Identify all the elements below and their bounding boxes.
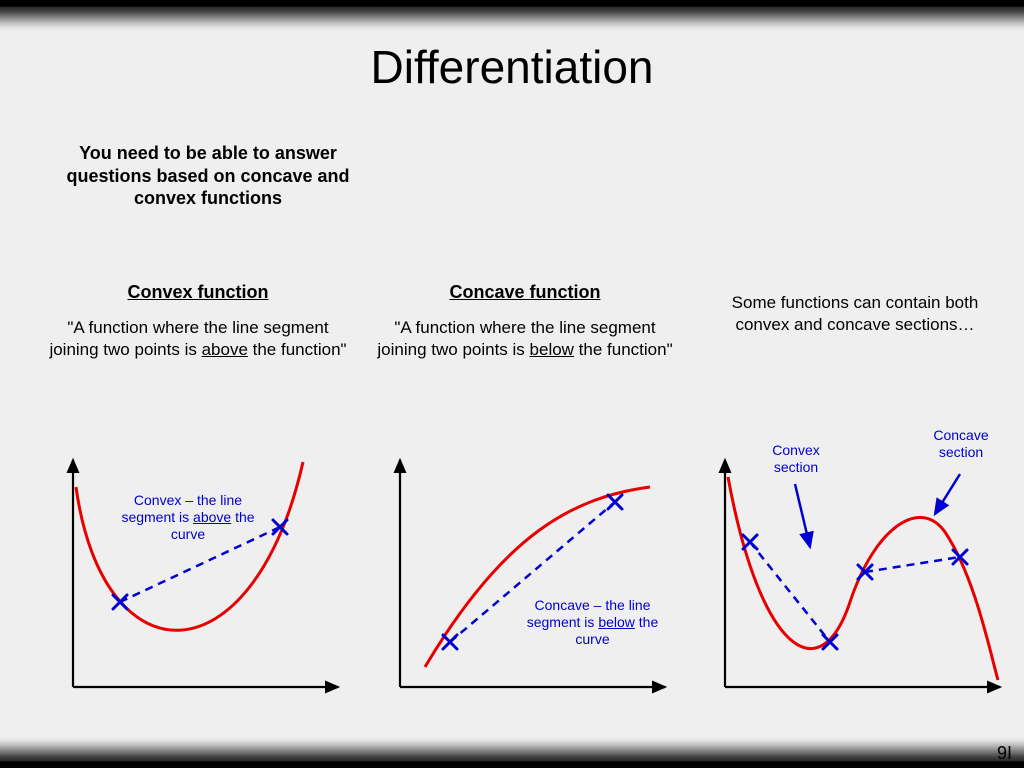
concave-def-underline: below [530,340,574,359]
pointer-arrow [795,484,810,547]
slide-border-bottom [0,736,1024,768]
mixed-label-concave: Concave section [925,427,997,461]
slide-body: Differentiation You need to be able to a… [0,32,1024,736]
chord-segment [750,542,830,642]
convex-annotation: Convex – the line segment is above the c… [118,492,258,542]
convex-heading: Convex function [48,282,348,303]
mixed-curve [728,477,998,680]
concave-heading: Concave function [375,282,675,303]
concave-annotation: Concave – the line segment is below the … [520,597,665,647]
column-convex: Convex function "A function where the li… [48,282,348,361]
chord-segment [865,557,960,572]
concave-annot-u: below [598,614,635,630]
convex-definition: "A function where the line segment joini… [48,317,348,361]
marker-x [743,535,757,549]
column-mixed: Some functions can contain both convex a… [710,282,1000,336]
marker-x [608,495,622,509]
slide-border-top [0,0,1024,32]
intro-text: You need to be able to answer questions … [38,142,378,210]
convex-def-underline: above [202,340,248,359]
page-number: 9I [997,743,1012,764]
graph-convex-svg [48,452,348,702]
column-concave: Concave function "A function where the l… [375,282,675,361]
pointer-arrow [935,474,960,514]
marker-x [113,595,127,609]
graph-mixed: Convex section Concave section [700,452,1010,702]
concave-def-post: the function" [574,340,673,359]
slide-title: Differentiation [0,32,1024,94]
convex-def-post: the function" [248,340,347,359]
concave-definition: "A function where the line segment joini… [375,317,675,361]
mixed-arrows [795,474,960,547]
marker-x [443,635,457,649]
graph-concave: Concave – the line segment is below the … [375,452,675,702]
convex-curve [76,462,303,630]
graph-mixed-svg [700,452,1010,702]
mixed-text: Some functions can contain both convex a… [710,292,1000,336]
graph-convex: Convex – the line segment is above the c… [48,452,348,702]
graph-concave-svg [375,452,675,702]
convex-annot-u: above [193,509,231,525]
mixed-label-convex: Convex section [760,442,832,476]
